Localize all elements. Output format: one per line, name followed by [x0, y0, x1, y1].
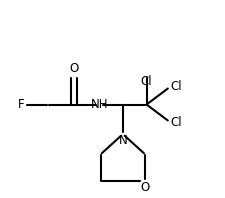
Text: O: O [139, 181, 148, 194]
Text: Cl: Cl [169, 116, 181, 129]
Text: N: N [118, 134, 127, 147]
Text: O: O [69, 62, 78, 75]
Text: Cl: Cl [169, 80, 181, 93]
Text: F: F [18, 98, 24, 111]
Text: Cl: Cl [140, 75, 152, 88]
Text: NH: NH [90, 98, 108, 111]
